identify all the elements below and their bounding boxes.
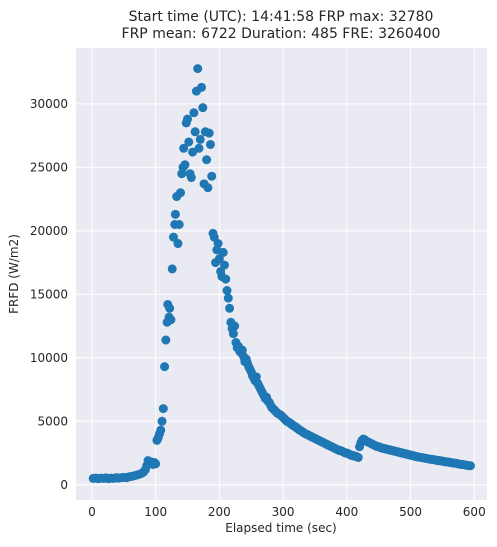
data-point (207, 171, 217, 181)
data-point (165, 303, 175, 313)
data-point (353, 452, 363, 462)
data-point (183, 114, 193, 124)
data-point (230, 321, 240, 331)
data-point (157, 416, 167, 426)
data-point (203, 183, 213, 193)
data-point (190, 127, 200, 137)
x-tick-label: 0 (88, 505, 96, 519)
data-point (218, 247, 228, 257)
chart-title-line2: FRP mean: 6722 Duration: 485 FRE: 326040… (122, 26, 441, 42)
data-point (156, 425, 166, 435)
data-point (222, 286, 232, 296)
y-tick-label: 25000 (30, 160, 68, 174)
x-tick-labels: 0 100 200 300 400 500 600 (88, 505, 486, 519)
data-point (173, 239, 183, 249)
x-tick-label: 400 (335, 505, 358, 519)
data-point (151, 459, 161, 469)
data-point (228, 329, 238, 339)
data-point (197, 82, 207, 92)
x-tick-label: 300 (272, 505, 295, 519)
data-point (176, 188, 186, 198)
chart-title-line1: Start time (UTC): 14:41:58 FRP max: 3278… (129, 9, 434, 25)
y-tick-label: 30000 (30, 97, 68, 111)
data-point (195, 134, 205, 144)
data-point (198, 103, 208, 113)
y-tick-labels: 0 5000 10000 15000 20000 25000 30000 (30, 97, 68, 492)
data-point (213, 239, 223, 249)
data-point (184, 137, 194, 147)
data-points (88, 64, 475, 484)
data-point (465, 461, 475, 471)
data-point (189, 108, 199, 118)
y-tick-label: 20000 (30, 224, 68, 238)
data-point (166, 315, 176, 325)
data-point (160, 362, 170, 372)
grid-lines (76, 48, 487, 500)
data-point (174, 219, 184, 229)
y-tick-label: 5000 (37, 414, 68, 428)
data-point (223, 293, 233, 303)
x-tick-label: 600 (463, 505, 486, 519)
data-point (205, 139, 215, 149)
data-point (221, 274, 231, 284)
data-point (202, 155, 212, 165)
data-point (168, 232, 178, 242)
data-point (170, 209, 180, 219)
y-tick-label: 10000 (30, 351, 68, 365)
data-point (186, 173, 196, 183)
data-point (180, 160, 190, 170)
x-tick-label: 100 (144, 505, 167, 519)
y-tick-label: 15000 (30, 287, 68, 301)
x-axis-label: Elapsed time (sec) (225, 521, 336, 535)
data-point (158, 404, 168, 414)
data-point (225, 303, 235, 313)
data-point (204, 128, 214, 138)
data-point (193, 64, 203, 74)
data-point (194, 143, 204, 153)
x-tick-label: 200 (208, 505, 231, 519)
data-point (179, 143, 189, 153)
data-point (161, 335, 171, 345)
x-tick-label: 500 (399, 505, 422, 519)
plot-area (76, 48, 487, 500)
y-tick-label: 0 (60, 478, 68, 492)
data-point (219, 260, 229, 270)
data-point (167, 264, 177, 274)
y-axis-label: FRFD (W/m2) (7, 234, 21, 314)
